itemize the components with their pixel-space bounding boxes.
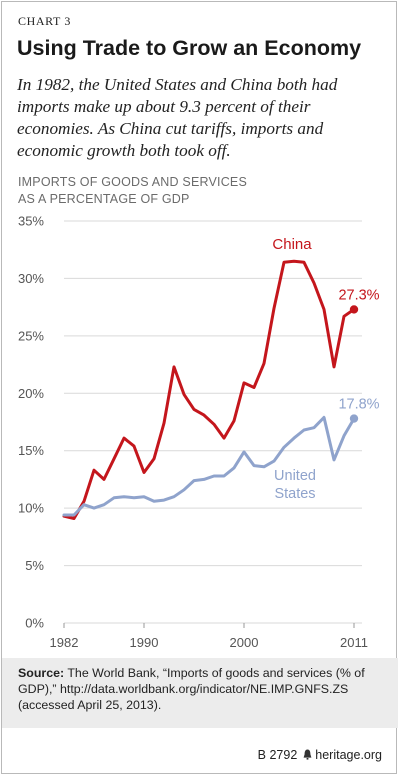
series-line-united-states	[62, 415, 356, 517]
y-tick-label: 20%	[18, 386, 44, 401]
line-chart: 0% 5% 10% 15% 20% 25% 30% 35% 1982 1990 2000 2011 27…	[18, 214, 380, 651]
y-axis-title-line1: IMPORTS OF GOODS AND SERVICES	[18, 175, 247, 189]
end-value-label: 17.8%	[338, 397, 379, 413]
y-tick-label: 10%	[18, 501, 44, 516]
x-tick-label: 1990	[130, 635, 159, 650]
report-code: B 2792	[257, 748, 298, 762]
x-tick-label: 2011	[340, 635, 368, 650]
site-name: heritage.org	[315, 748, 382, 762]
source-note: Source: The World Bank, “Imports of good…	[2, 658, 398, 728]
y-axis-title-line2: AS A PERCENTAGE OF GDP	[18, 192, 190, 206]
y-tick-label: 0%	[25, 616, 44, 631]
y-tick-label: 5%	[25, 558, 44, 573]
y-tick-label: 30%	[18, 271, 44, 286]
source-label: Source:	[18, 666, 65, 680]
chart-number-label: CHART 3	[18, 14, 71, 28]
end-point-marker	[349, 414, 359, 423]
chart-subtitle: In 1982, the United States and China bot…	[17, 75, 338, 160]
chart-title: Using Trade to Grow an Economy	[17, 36, 362, 60]
y-tick-label: 25%	[18, 328, 44, 343]
x-tick-label: 2000	[230, 635, 259, 650]
y-tick-label: 15%	[18, 443, 44, 458]
y-axis-title: IMPORTS OF GOODS AND SERVICES AS A PERCE…	[18, 174, 318, 208]
end-value-label: 27.3%	[338, 287, 379, 303]
series-label-united-states-line1: United	[274, 468, 316, 484]
x-tick-label: 1982	[50, 635, 79, 650]
series-line-china	[62, 259, 356, 520]
y-tick-label: 35%	[18, 214, 44, 229]
source-text: The World Bank, “Imports of goods and se…	[18, 666, 365, 712]
liberty-bell-icon	[303, 749, 312, 760]
series-label-united-states-line2: States	[274, 486, 315, 502]
series-label-china: China	[272, 236, 312, 253]
end-point-marker	[349, 305, 359, 314]
footer: B 2792 heritage.org	[212, 748, 382, 762]
